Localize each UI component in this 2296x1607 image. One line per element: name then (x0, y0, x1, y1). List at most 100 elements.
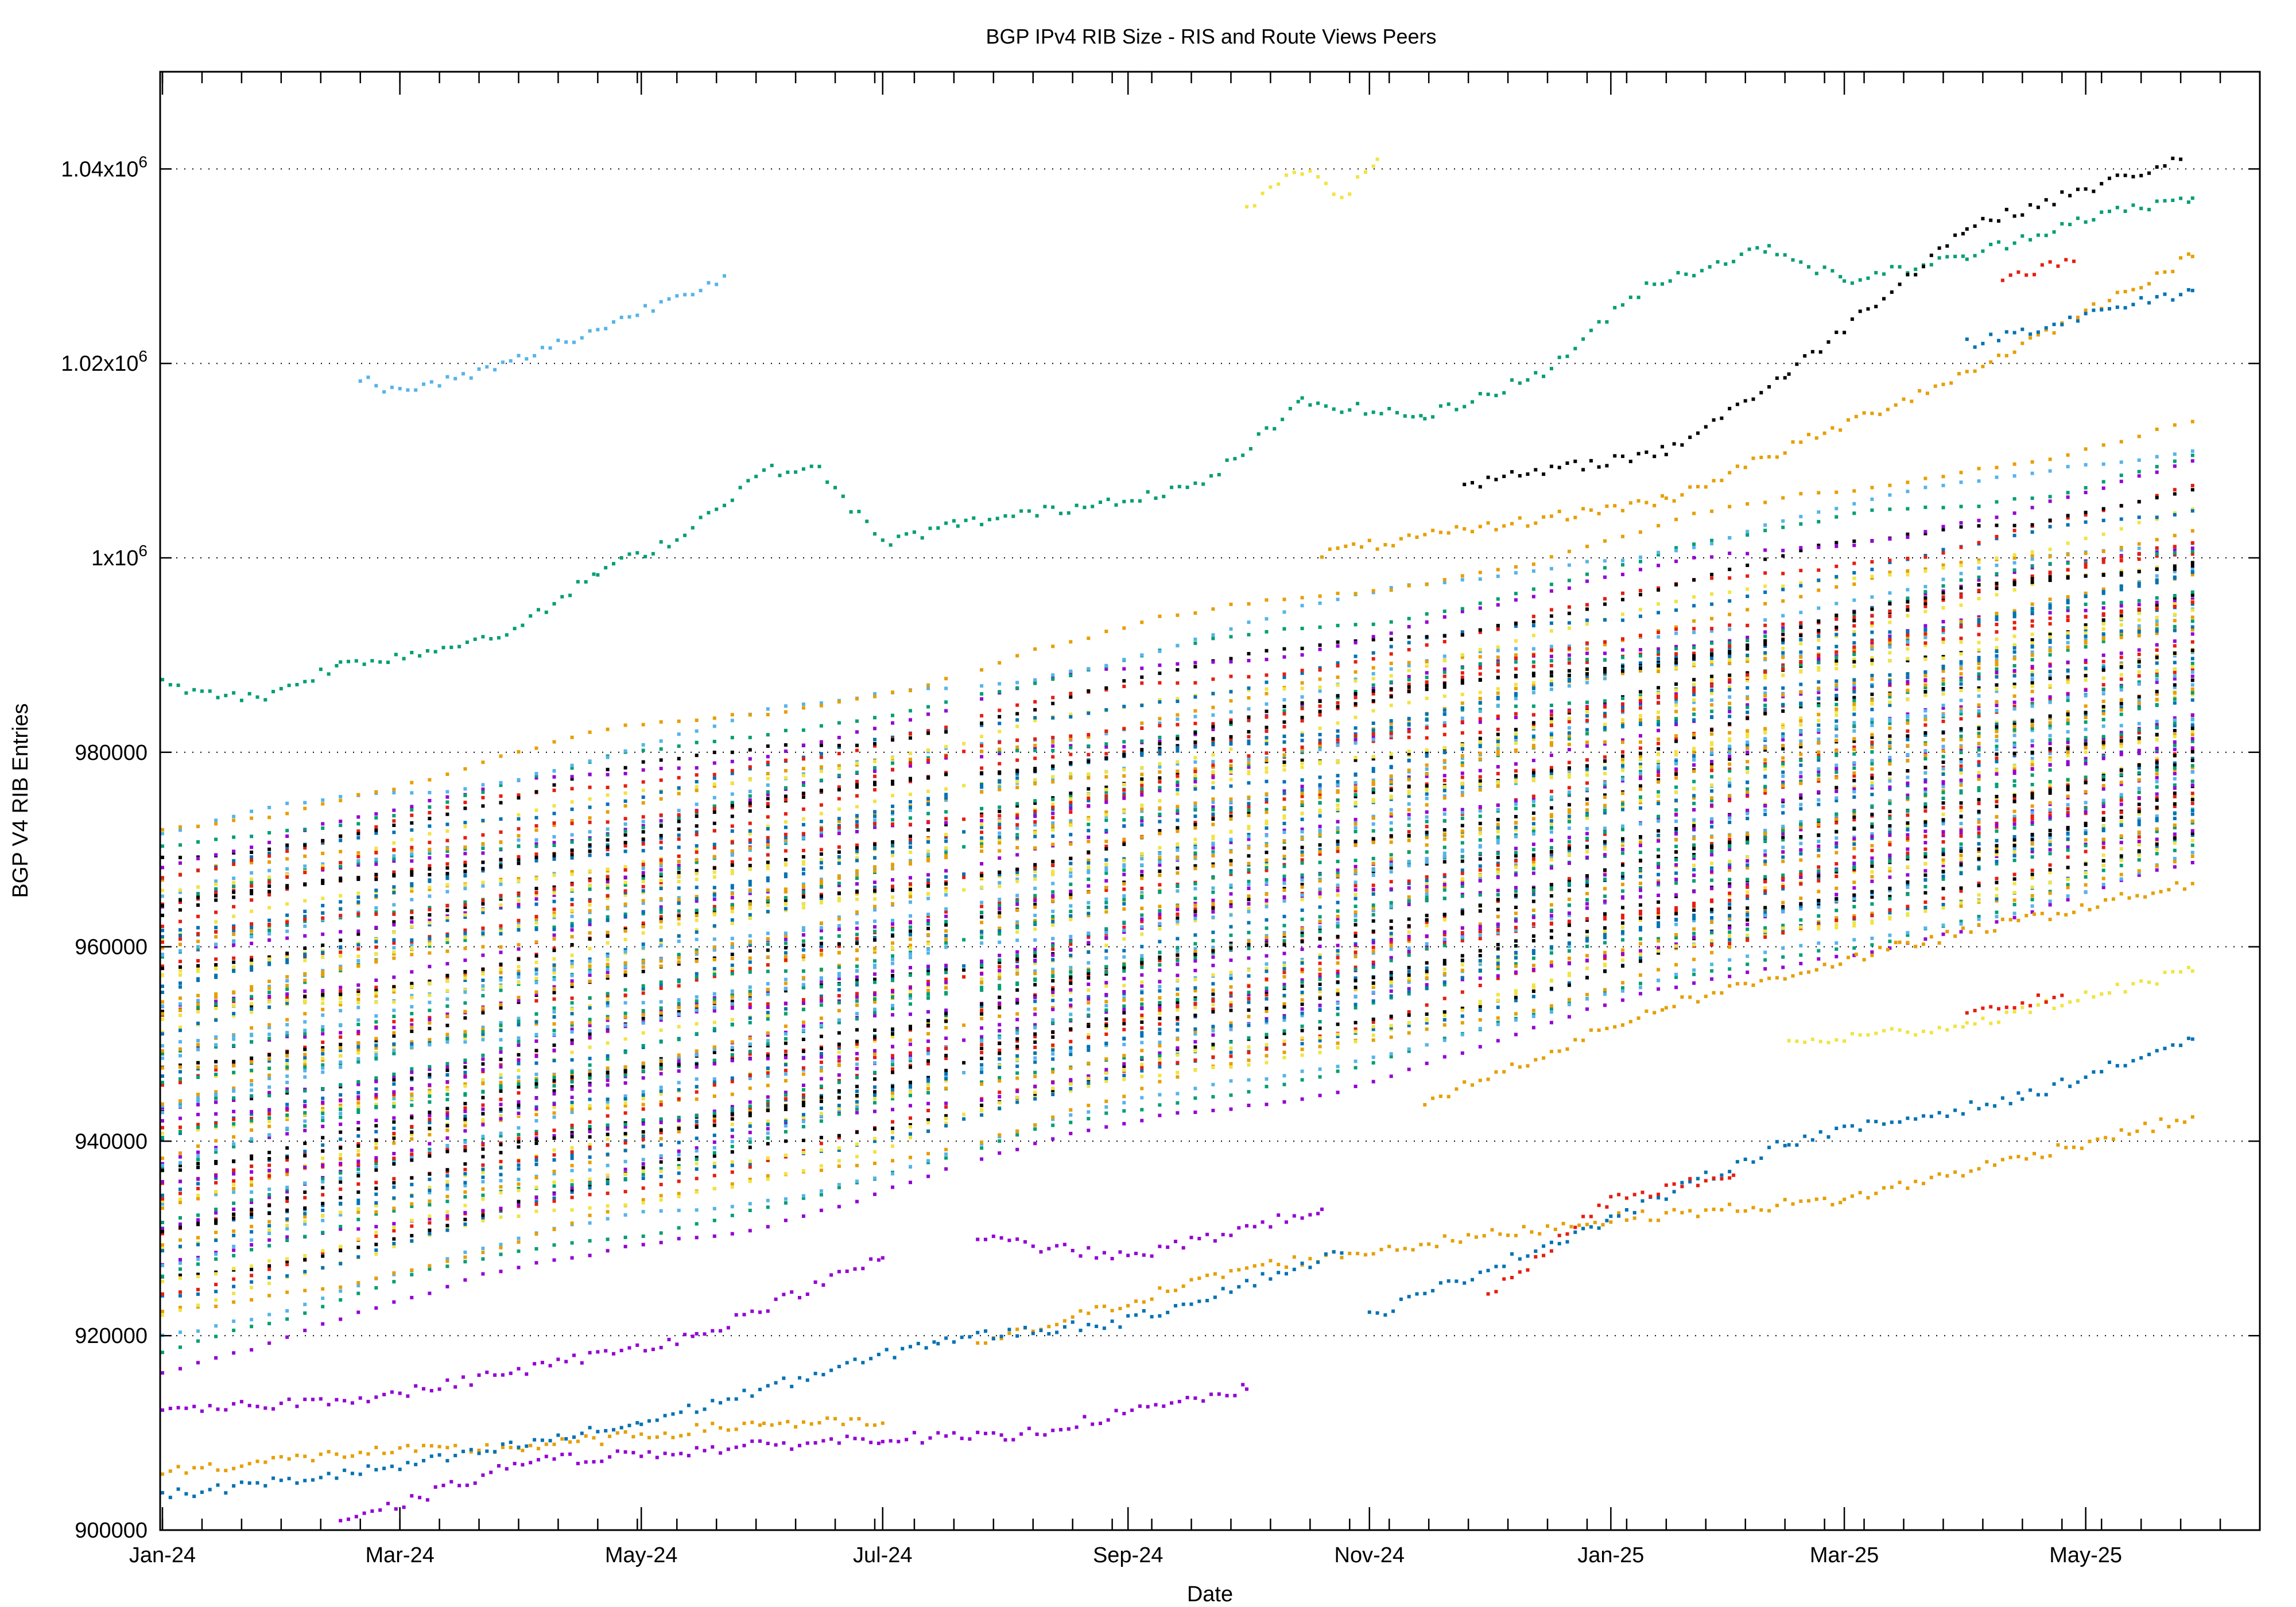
data-point (1158, 963, 1162, 967)
data-point (339, 1213, 343, 1217)
data-point (1265, 1085, 1269, 1089)
data-point (1122, 949, 1126, 953)
data-point (1265, 844, 1269, 848)
data-point (1692, 890, 1696, 894)
data-point (321, 1193, 325, 1197)
data-point (748, 1165, 752, 1169)
data-point (1104, 1004, 1108, 1008)
data-point (1140, 1119, 1144, 1123)
data-point (873, 1139, 876, 1143)
data-point (909, 933, 912, 937)
data-point (623, 1097, 627, 1101)
data-point (517, 1043, 521, 1047)
data-point (250, 1200, 254, 1204)
data-point (819, 1114, 823, 1118)
data-point (1336, 914, 1340, 918)
data-point (1442, 942, 1446, 946)
data-point (428, 1120, 432, 1124)
data-point (606, 1182, 610, 1186)
data-point (641, 1210, 645, 1214)
data-point (855, 1130, 859, 1134)
data-point (2173, 761, 2177, 765)
data-point (1621, 938, 1624, 942)
data-point (1923, 805, 1927, 809)
data-point (1781, 824, 1785, 828)
data-point (1104, 868, 1108, 872)
data-point (909, 966, 912, 969)
data-point (891, 1007, 894, 1011)
data-point (161, 1202, 164, 1206)
data-point (463, 1195, 467, 1199)
data-point (1051, 999, 1055, 1003)
data-point (1140, 863, 1144, 867)
data-point (695, 978, 699, 982)
data-point (161, 1199, 164, 1203)
data-point (1353, 910, 1358, 914)
data-point (232, 1208, 236, 1211)
data-point (1923, 862, 1927, 866)
data-point (1389, 1035, 1393, 1039)
data-point (1923, 733, 1927, 737)
data-point (588, 973, 592, 977)
data-point (2030, 814, 2034, 818)
data-point (2101, 754, 2105, 758)
data-point (730, 963, 734, 967)
data-point (1193, 887, 1197, 891)
data-point (1567, 949, 1571, 953)
data-point (855, 978, 859, 982)
data-point (267, 1053, 272, 1057)
data-point (980, 1039, 984, 1043)
data-point (1995, 897, 1999, 901)
data-point (1069, 1089, 1073, 1093)
data-point (1674, 906, 1678, 910)
data-point (339, 1195, 343, 1200)
data-point (1140, 954, 1144, 958)
data-point (712, 997, 716, 1002)
data-point (1460, 990, 1464, 994)
data-point (1353, 869, 1358, 873)
data-point (1817, 737, 1821, 741)
data-point (1870, 870, 1874, 874)
data-point (1621, 906, 1624, 910)
data-point (1549, 797, 1553, 801)
data-point (1282, 846, 1286, 850)
data-point (445, 1124, 449, 1128)
data-point (1603, 840, 1607, 844)
data-point (2137, 840, 2141, 844)
data-point (2155, 785, 2159, 789)
data-point (1710, 878, 1714, 882)
data-point (339, 1157, 343, 1161)
data-point (1746, 781, 1750, 785)
data-point (1176, 937, 1180, 941)
data-point (1781, 737, 1785, 742)
data-point (837, 1112, 841, 1116)
data-point (392, 1177, 396, 1181)
data-point (2173, 865, 2177, 869)
data-point (1353, 840, 1358, 844)
data-point (588, 1124, 592, 1128)
data-point (445, 1012, 449, 1016)
data-point (1870, 861, 1874, 865)
data-point (232, 1253, 236, 1257)
data-point (1425, 946, 1429, 950)
data-point (321, 1057, 325, 1060)
data-point (339, 1177, 343, 1181)
data-point (1941, 861, 1945, 865)
data-point (1781, 900, 1785, 905)
data-point (784, 951, 788, 955)
data-point (1870, 844, 1874, 848)
data-point (570, 1085, 574, 1089)
data-point (1728, 916, 1732, 920)
data-point (1531, 1014, 1535, 1018)
data-point (2119, 782, 2123, 786)
data-point (801, 1139, 805, 1142)
data-point (481, 1112, 485, 1116)
data-point (1353, 1066, 1358, 1070)
data-point (2119, 744, 2123, 748)
data-point (1549, 850, 1553, 853)
data-point (1870, 856, 1874, 860)
data-point (784, 1032, 788, 1036)
data-point (1015, 922, 1019, 926)
data-point (1122, 902, 1126, 906)
data-point (570, 1023, 574, 1027)
